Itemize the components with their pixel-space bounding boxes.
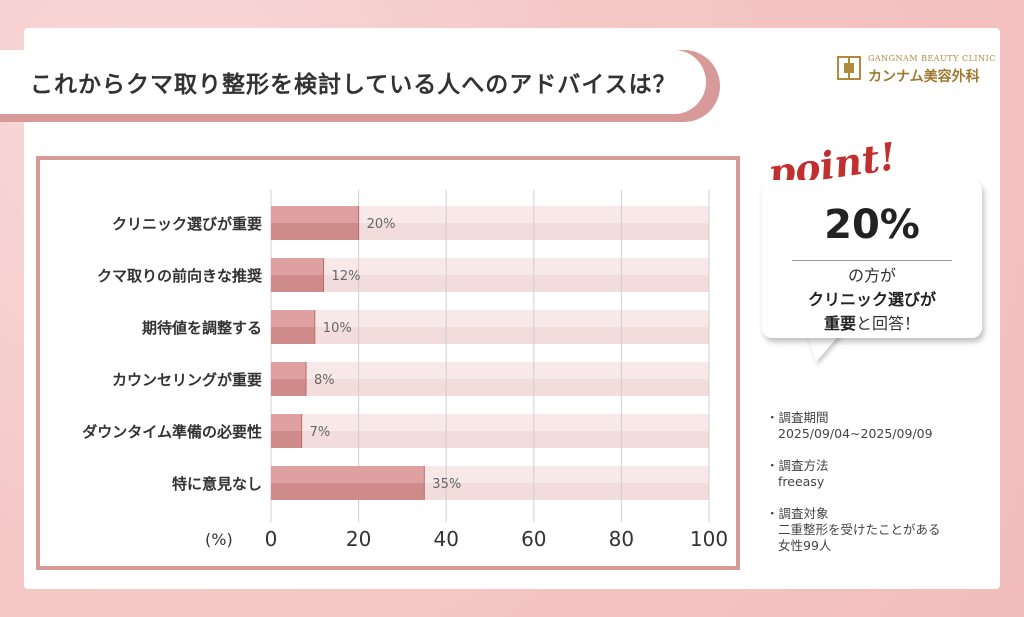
data-label: 7% — [310, 425, 331, 440]
category-label: 特に意見なし — [172, 475, 262, 493]
bar — [271, 310, 315, 327]
title-banner: これからクマ取り整形を検討している人へのアドバイスは？ — [0, 50, 720, 122]
survey-method: ・調査方法 freeasy — [766, 458, 829, 489]
bar-track-shade — [271, 223, 709, 240]
data-label: 12% — [332, 269, 361, 284]
tick-label: 80 — [609, 527, 634, 551]
clinic-name-ja: カンナム美容外科 — [868, 69, 980, 85]
bar — [271, 258, 324, 275]
x-axis-label: (%) — [205, 530, 233, 549]
tick-label: 100 — [690, 527, 728, 551]
tick-label: 20 — [346, 527, 371, 551]
category-label: カウンセリングが重要 — [112, 371, 262, 389]
data-label: 8% — [314, 373, 335, 388]
data-label: 10% — [323, 321, 352, 336]
point-line-2: クリニック選びが — [807, 290, 936, 309]
data-label: 20% — [367, 217, 396, 232]
category-label: クリニック選びが重要 — [112, 215, 262, 233]
bubble-divider — [792, 260, 952, 261]
bar-track-shade — [271, 275, 709, 292]
bar — [271, 362, 307, 379]
category-label: クマ取りの前向きな推奨 — [97, 267, 263, 285]
bar-track-shade — [271, 379, 709, 396]
point-value: 20% — [824, 202, 920, 248]
category-label: 期待値を調整する — [142, 319, 262, 337]
bar-shade — [271, 327, 315, 344]
survey-period: ・調査期間 2025/09/04~2025/09/09 — [766, 410, 933, 441]
bar — [271, 206, 359, 223]
point-line-3: 重要と回答！ — [823, 314, 921, 333]
point-speech-bubble: 20% の方が クリニック選びが 重要と回答！ — [762, 180, 982, 338]
bar-shade — [271, 275, 324, 292]
bar-shade — [271, 379, 307, 396]
survey-info: ・調査期間 2025/09/04~2025/09/09 ・調査方法 freeas… — [766, 410, 996, 570]
bar — [271, 466, 425, 483]
point-line-1: の方が — [847, 266, 896, 285]
category-label: ダウンタイム準備の必要性 — [82, 423, 262, 441]
point-description: の方が クリニック選びが 重要と回答！ — [762, 264, 982, 336]
bar — [271, 414, 302, 431]
bar-shade — [271, 431, 302, 448]
clinic-logo-icon — [837, 56, 861, 80]
survey-target: ・調査対象 二重整形を受けたことがある 女性99人 — [766, 506, 941, 553]
clinic-logo: GANGNAM BEAUTY CLINIC カンナム美容外科 — [836, 52, 995, 86]
bar-shade — [271, 223, 359, 240]
data-label: 35% — [432, 477, 461, 492]
tick-label: 0 — [265, 527, 278, 551]
tick-label: 40 — [433, 527, 458, 551]
bar-track-shade — [271, 431, 709, 448]
bar-track-shade — [271, 327, 709, 344]
bar-shade — [271, 483, 425, 500]
tick-label: 60 — [521, 527, 546, 551]
page-title: これからクマ取り整形を検討している人へのアドバイスは？ — [30, 72, 677, 98]
clinic-name-en: GANGNAM BEAUTY CLINIC — [868, 54, 996, 63]
